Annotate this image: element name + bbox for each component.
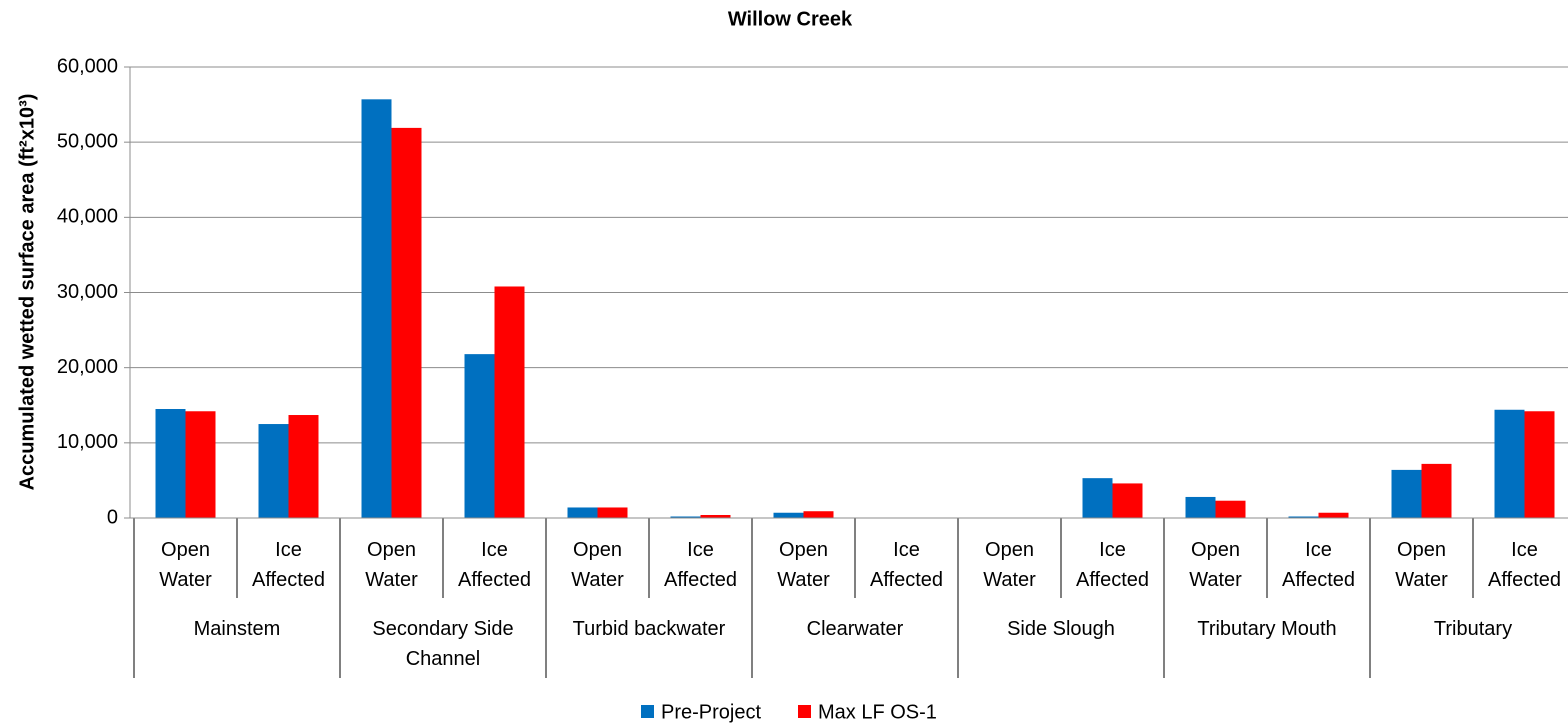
x-tick-label: Ice Affected — [1487, 539, 1562, 591]
bar — [1391, 469, 1422, 518]
x-tick-label: Ice Affected — [1075, 539, 1150, 591]
x-tick-label: Ice Affected — [1281, 539, 1356, 591]
group-label: Secondary Side Channel — [372, 618, 514, 670]
chart-title: Willow Creek — [728, 8, 853, 30]
x-tick-label: Open Water — [159, 539, 212, 591]
y-tick-label: 60,000 — [57, 55, 118, 77]
bar — [1318, 512, 1349, 518]
bar — [494, 286, 525, 518]
bar — [391, 127, 422, 518]
x-tick-label: Open Water — [1189, 539, 1242, 591]
bar — [1421, 463, 1452, 518]
x-tick-label: Ice Affected — [663, 539, 738, 591]
bar — [258, 424, 289, 518]
group-label: Turbid backwater — [572, 618, 726, 640]
bar — [803, 511, 834, 518]
x-tick-label: Open Water — [365, 539, 418, 591]
group-label: Side Slough — [1007, 618, 1115, 640]
bar — [567, 507, 598, 518]
bar — [700, 514, 731, 518]
y-tick-label: 30,000 — [57, 281, 118, 303]
bar — [1082, 478, 1113, 518]
group-label: Clearwater — [806, 618, 904, 640]
y-tick-label: 20,000 — [57, 356, 118, 378]
x-tick-label: Ice Affected — [457, 539, 532, 591]
x-tick-label: Ice Affected — [251, 539, 326, 591]
bar — [1524, 411, 1555, 518]
bar — [597, 507, 628, 518]
y-axis-label: Accumulated wetted surface area (ft²x10³… — [16, 94, 38, 491]
bar — [185, 411, 216, 518]
x-tick-label: Ice Affected — [869, 539, 944, 591]
bar — [1215, 500, 1246, 518]
bar — [155, 409, 186, 518]
x-tick-label: Open Water — [983, 539, 1036, 591]
bar — [773, 512, 804, 518]
bar — [1185, 496, 1216, 518]
legend-swatch — [641, 705, 654, 718]
bar — [361, 99, 392, 519]
x-tick-label: Open Water — [571, 539, 624, 591]
y-tick-label: 50,000 — [57, 130, 118, 152]
bar — [670, 516, 701, 518]
legend-label: Max LF OS-1 — [818, 701, 937, 723]
group-label: Tributary Mouth — [1197, 618, 1337, 640]
bar — [1288, 516, 1319, 518]
group-label: Mainstem — [193, 618, 281, 640]
legend-label: Pre-Project — [661, 701, 761, 723]
bar — [1494, 409, 1525, 518]
y-tick-label: 40,000 — [57, 206, 118, 228]
bar — [464, 354, 495, 518]
y-tick-label: 0 — [107, 506, 118, 528]
bar — [288, 415, 319, 518]
x-tick-label: Open Water — [777, 539, 830, 591]
x-tick-label: Open Water — [1395, 539, 1448, 591]
legend-swatch — [798, 705, 811, 718]
group-label: Tributary — [1433, 618, 1513, 640]
y-tick-label: 10,000 — [57, 431, 118, 453]
bar — [1112, 483, 1143, 518]
